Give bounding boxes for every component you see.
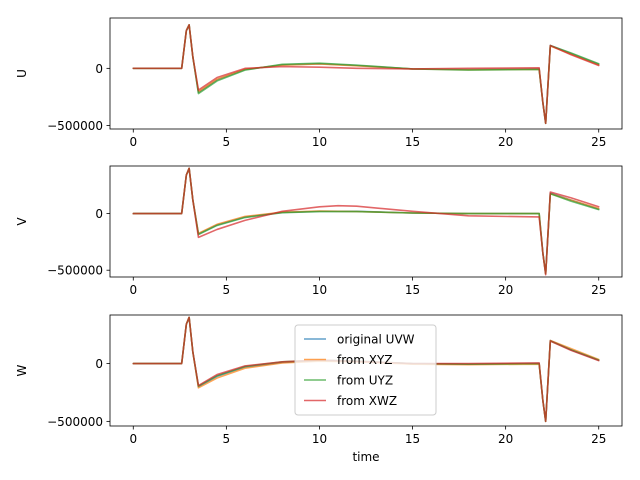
x-tick-label: 10 (312, 283, 327, 297)
legend: original UVW from XYZ from UYZ from XWZ (294, 324, 437, 416)
x-tick-label: 15 (405, 432, 420, 446)
chart-panel-u: 0 5 10 15 20 25 −500000 0 U (15, 17, 623, 149)
x-tick-label: 20 (498, 432, 513, 446)
x-tick-label: 5 (223, 432, 231, 446)
series-group (132, 24, 600, 125)
legend-entry-label: from UYZ (337, 374, 393, 388)
x-tick-label: 10 (312, 432, 327, 446)
y-tick-label: 0 (95, 357, 103, 371)
x-axis-label: time (352, 450, 379, 464)
y-tick-label: −500000 (47, 415, 103, 429)
x-tick-label: 5 (223, 283, 231, 297)
x-tick-label: 25 (591, 432, 606, 446)
x-tick-label: 25 (591, 283, 606, 297)
y-axis-label: U (15, 69, 29, 78)
y-tick-label: 0 (95, 207, 103, 221)
x-tick-label: 0 (129, 135, 137, 149)
y-axis-label: V (15, 217, 29, 226)
x-tick-label: 25 (591, 135, 606, 149)
x-tick-label: 0 (129, 432, 137, 446)
series-line-from-xwz (132, 24, 600, 125)
series-group (132, 167, 600, 276)
y-tick-label: 0 (95, 62, 103, 76)
x-tick-label: 0 (129, 283, 137, 297)
y-axis-label: W (15, 364, 29, 376)
x-tick-label: 15 (405, 283, 420, 297)
legend-entry-label: from XYZ (337, 353, 393, 367)
legend-entry-label: from XWZ (337, 394, 397, 408)
x-tick-label: 20 (498, 283, 513, 297)
y-tick-label: −500000 (47, 119, 103, 133)
axes-frame (109, 165, 623, 278)
chart-panel-v: 0 5 10 15 20 25 −500000 0 V (15, 165, 623, 297)
legend-entry-label: original UVW (337, 333, 415, 347)
x-tick-label: 15 (405, 135, 420, 149)
x-tick-label: 10 (312, 135, 327, 149)
series-line-from-xwz (132, 167, 600, 276)
axes-frame (109, 17, 623, 130)
x-tick-label: 20 (498, 135, 513, 149)
x-tick-label: 5 (223, 135, 231, 149)
y-tick-label: −500000 (47, 264, 103, 278)
axes-frame (109, 314, 623, 427)
legend-box (294, 324, 437, 416)
